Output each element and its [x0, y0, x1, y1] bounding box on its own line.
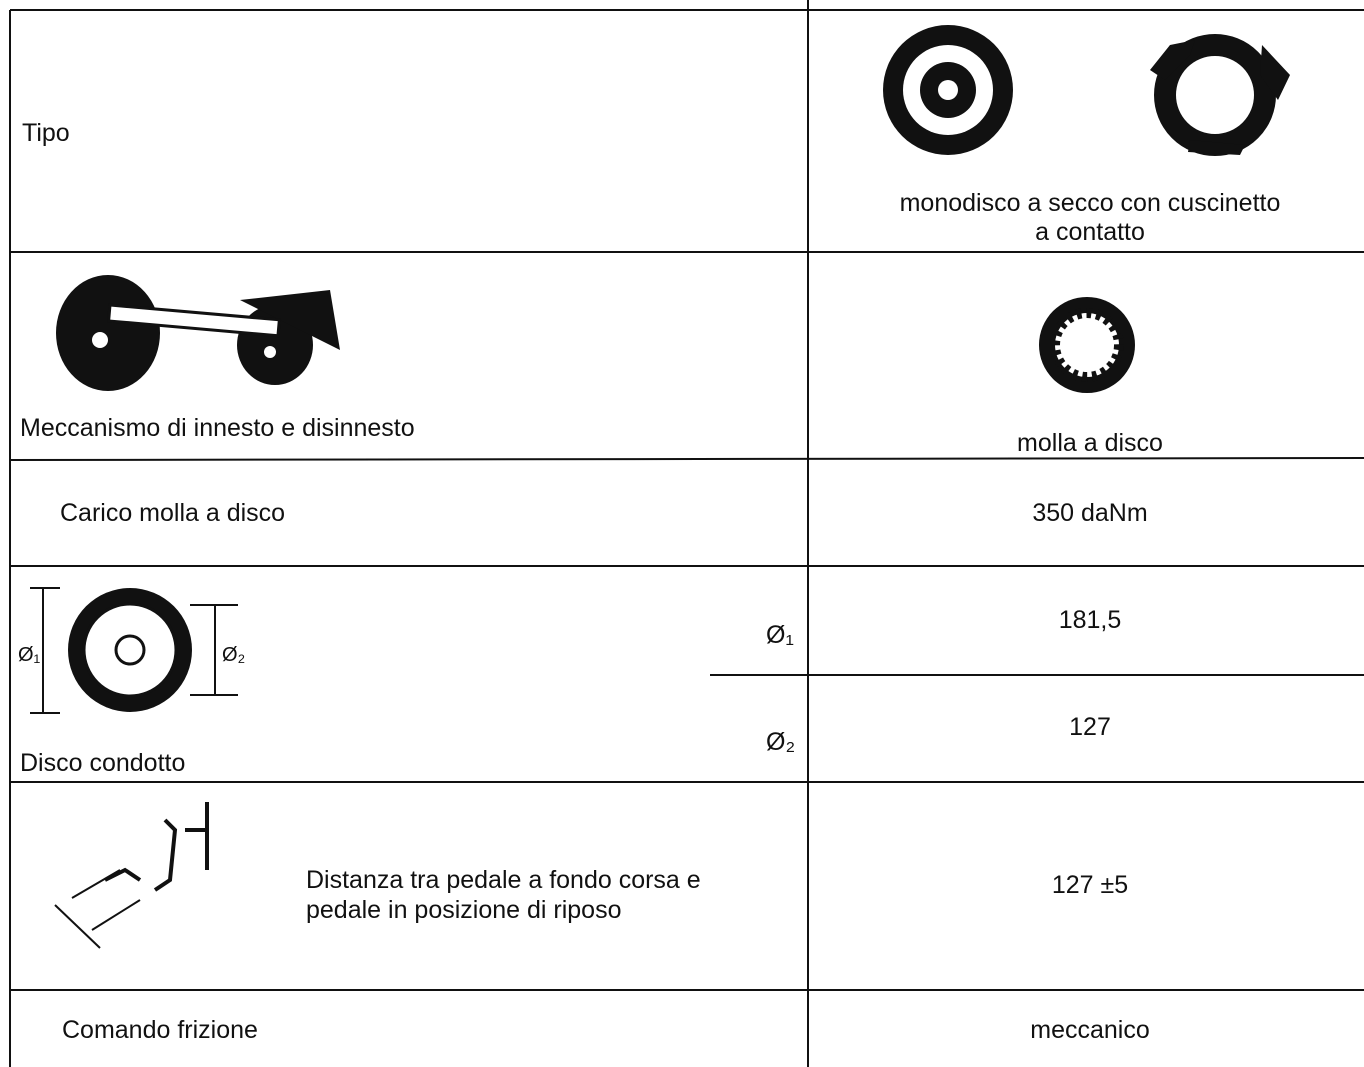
- description: pedale in posizione di riposo: [306, 896, 622, 924]
- clutch-disc-icon: [883, 25, 1013, 155]
- pressure-plate-icon: [1150, 34, 1290, 156]
- pedal-icon: [54, 802, 209, 949]
- figure-label: Ø₂: [222, 644, 246, 666]
- description: Distanza tra pedale a fondo corsa e: [306, 866, 701, 894]
- figure-label: Ø₁: [18, 644, 41, 666]
- spring-disc-icon: [1039, 297, 1135, 393]
- cell-value: monodisco a secco con cuscinetto: [899, 189, 1281, 217]
- mechanism-icon: [56, 275, 340, 391]
- cell-value: 127 ±5: [1051, 871, 1129, 899]
- row-label: Tipo: [22, 119, 70, 147]
- row-label: Disco condotto: [20, 749, 186, 777]
- cell-value: 127: [1069, 713, 1111, 741]
- cell-value: 181,5: [1058, 606, 1122, 634]
- symbol: Ø₁: [766, 621, 794, 649]
- row-label: Meccanismo di innesto e disinnesto: [20, 414, 415, 442]
- cell-value: meccanico: [1030, 1016, 1150, 1044]
- cell-value: 350 daNm: [1032, 499, 1148, 527]
- cell-value: molla a disco: [1017, 429, 1163, 457]
- row-label: Comando frizione: [62, 1016, 258, 1044]
- row-label: Carico molla a disco: [60, 499, 286, 527]
- driven-disc-icon: [30, 587, 238, 714]
- cell-value: a contatto: [1035, 218, 1145, 246]
- symbol: Ø₂: [766, 728, 796, 756]
